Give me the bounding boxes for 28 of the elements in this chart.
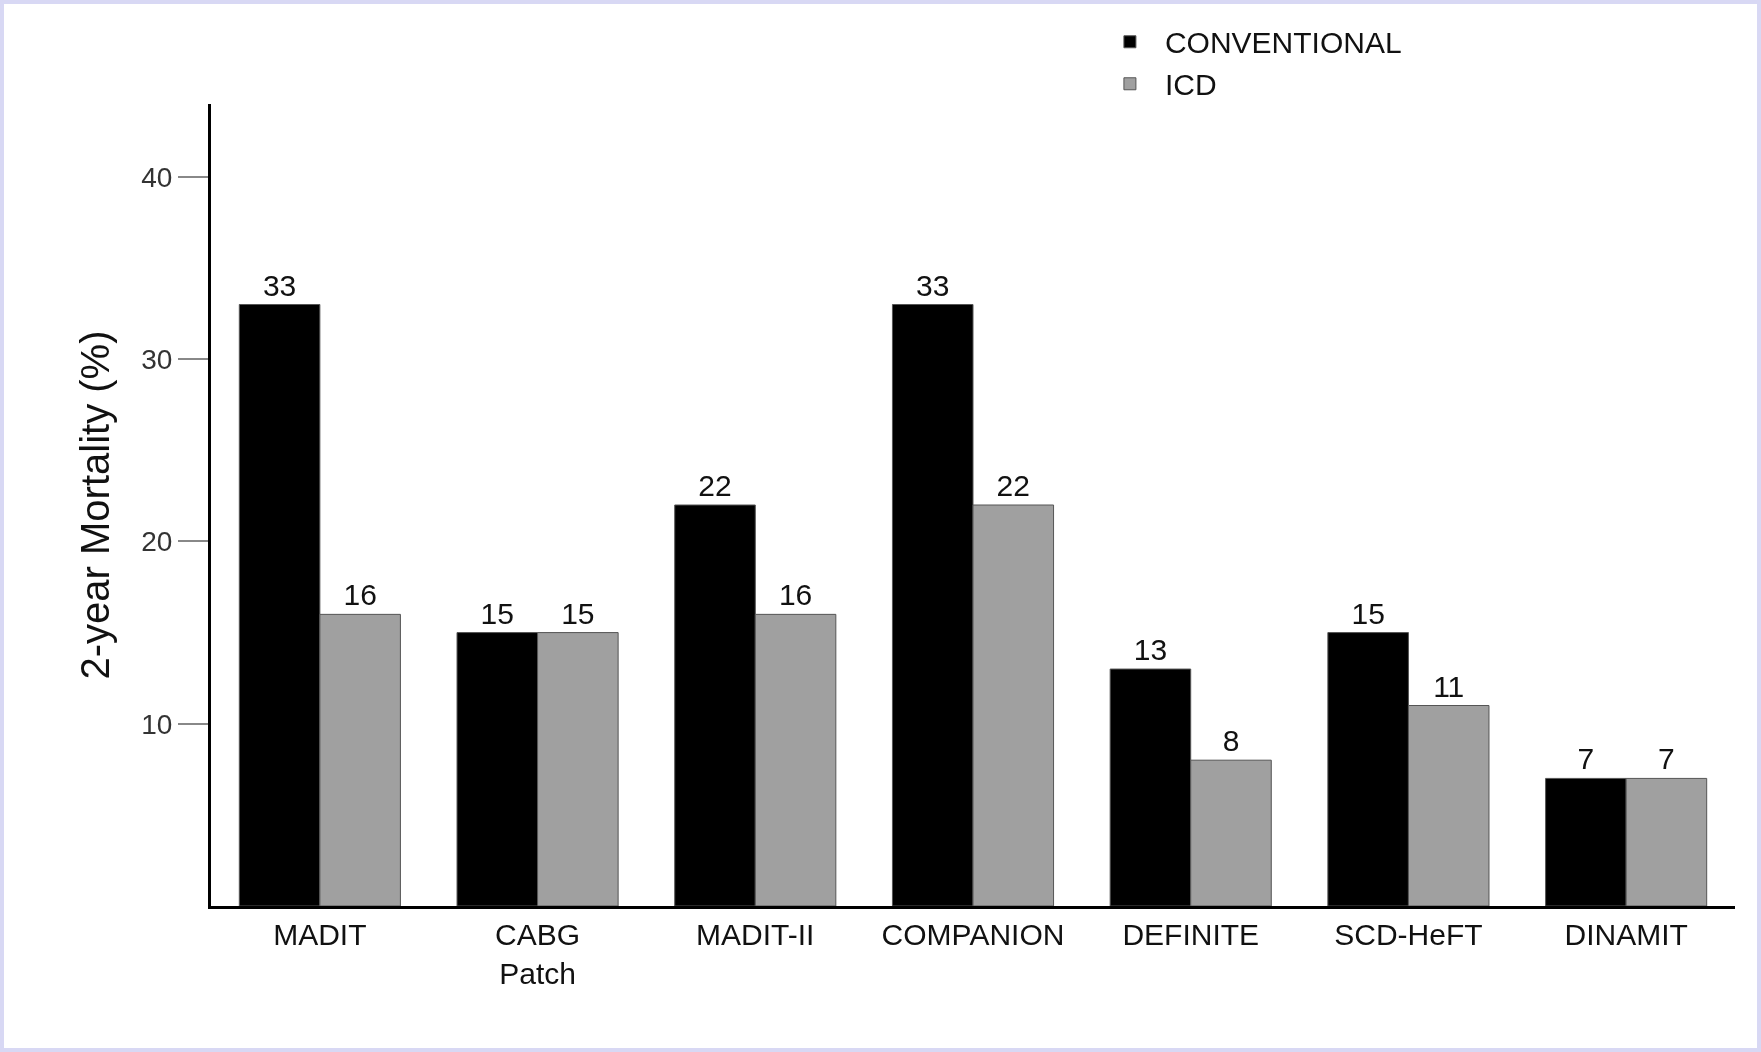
x-tick-label: SCD-HeFT: [1334, 918, 1483, 951]
x-tick-label: MADIT: [273, 918, 367, 951]
data-label: 7: [1658, 742, 1675, 776]
data-label: 15: [1351, 596, 1385, 630]
x-tick-label: CABG Patch: [495, 918, 581, 990]
data-label: 33: [916, 268, 950, 302]
legend-label: ICD: [1164, 68, 1217, 102]
data-label: 13: [1133, 633, 1168, 667]
x-tick-label: DINAMIT: [1564, 918, 1688, 951]
y-tick-label: 10: [141, 708, 173, 740]
x-tick-label: COMPANION: [881, 918, 1065, 951]
x-tick-label: DEFINITE: [1122, 918, 1260, 951]
data-label: 16: [778, 578, 813, 612]
y-tick-label: 30: [141, 343, 173, 375]
data-label: 33: [262, 268, 297, 302]
data-label: 16: [343, 578, 377, 612]
data-label: 15: [561, 596, 595, 630]
y-tick-label: 20: [141, 526, 173, 558]
y-axis-title: 2-year Mortality (%): [72, 330, 117, 680]
data-label: 22: [698, 469, 732, 502]
data-label: 11: [1433, 669, 1465, 703]
data-label: 22: [996, 469, 1030, 502]
data-label: 8: [1222, 724, 1240, 758]
data-label: 15: [480, 596, 514, 630]
legend-label: CONVENTIONAL: [1164, 26, 1402, 60]
x-tick-label: MADIT-II: [696, 918, 815, 951]
data-label: 7: [1577, 742, 1595, 776]
y-tick-label: 40: [141, 161, 173, 193]
